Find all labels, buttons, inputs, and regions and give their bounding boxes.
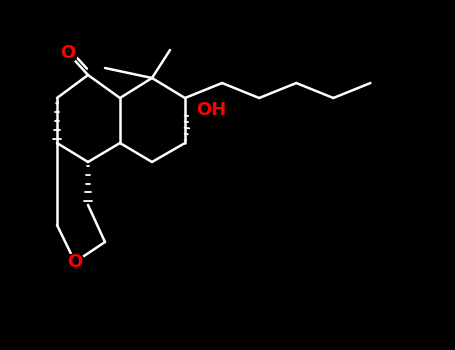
Text: O: O <box>67 253 83 271</box>
Text: OH: OH <box>196 101 226 119</box>
Text: O: O <box>61 44 76 62</box>
